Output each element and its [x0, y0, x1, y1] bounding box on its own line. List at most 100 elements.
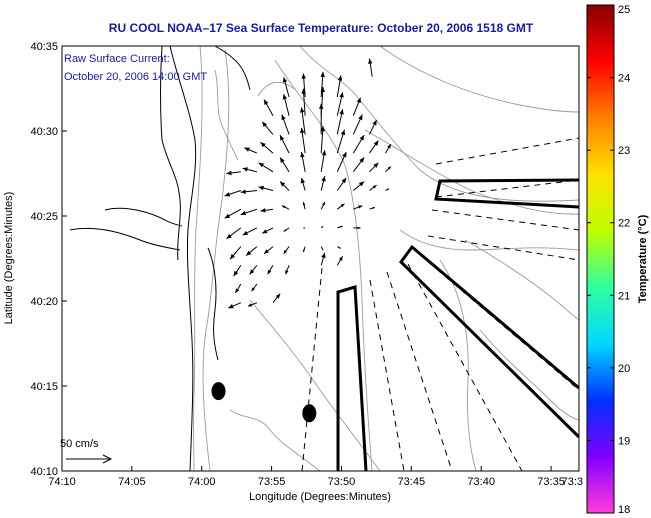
current-vector — [279, 157, 290, 173]
current-vector — [263, 246, 274, 255]
current-vector — [353, 205, 363, 210]
survey-polygons — [336, 178, 579, 471]
current-vector — [353, 226, 361, 230]
colorbar-tick-label: 20 — [618, 363, 630, 375]
current-vector — [352, 114, 363, 135]
current-vector — [300, 177, 306, 191]
current-vector — [281, 205, 290, 210]
current-vector — [302, 246, 306, 253]
x-tick-label: 73:45 — [398, 476, 426, 488]
current-vector — [320, 150, 327, 172]
current-vector — [302, 201, 306, 210]
current-vector — [242, 227, 258, 236]
colorbar-label: Temperature (°C) — [637, 214, 649, 303]
current-vector — [320, 246, 324, 251]
y-tick-label: 40:25 — [30, 211, 58, 223]
current-vector — [240, 208, 258, 216]
chart-title: RU COOL NOAA–17 Sea Surface Temperature:… — [109, 21, 534, 35]
current-vector — [301, 88, 306, 116]
x-axis-label: Longitude (Degrees:Minutes) — [249, 491, 391, 503]
bathymetry-contours — [193, 46, 579, 471]
current-vector — [368, 58, 373, 77]
current-vector — [261, 121, 274, 135]
buoy-marker — [302, 404, 317, 423]
current-vector — [320, 201, 326, 210]
current-vector — [336, 177, 347, 191]
current-vector — [300, 151, 306, 172]
colorbar-tick-label: 22 — [618, 218, 630, 230]
current-vector — [336, 129, 346, 154]
scale-arrow-label: 50 cm/s — [60, 438, 99, 450]
y-tick-label: 40:30 — [30, 126, 58, 138]
current-vector — [279, 181, 290, 191]
current-vector — [258, 185, 274, 191]
colorbar-ticks: 18 19 20 21 22 23 24 25 — [587, 4, 630, 516]
current-vector — [281, 114, 290, 135]
current-vector — [352, 157, 365, 173]
x-tick-label: 74:00 — [188, 476, 216, 488]
current-vector — [336, 75, 343, 98]
current-vector — [320, 225, 324, 229]
x-tick-label: 74:05 — [118, 476, 146, 488]
current-vector — [224, 190, 242, 197]
map-layer — [69, 46, 579, 471]
colorbar-tick-label: 21 — [618, 290, 630, 302]
current-vector — [272, 293, 281, 304]
x-tick-label: 73:50 — [328, 476, 356, 488]
current-vector — [353, 181, 365, 191]
y-tick-label: 40:10 — [30, 466, 58, 478]
current-vector — [337, 246, 342, 249]
x-tick-label: 73:35 — [537, 476, 565, 488]
current-vector — [224, 208, 242, 219]
current-vector — [251, 283, 258, 292]
current-vector — [336, 256, 344, 266]
current-vector — [226, 227, 242, 240]
current-vector — [260, 208, 274, 213]
current-vector — [260, 141, 274, 154]
current-vector — [245, 246, 258, 256]
x-tick-label: 73:3 — [562, 476, 583, 488]
current-vector — [336, 151, 347, 173]
current-vector — [368, 119, 378, 135]
current-vector — [385, 166, 392, 173]
annotation-line-2: October 20, 2006 14:00 GMT — [64, 71, 207, 83]
colorbar — [586, 4, 615, 514]
current-vector — [369, 162, 379, 173]
current-vector — [228, 302, 242, 309]
y-tick-label: 40:35 — [30, 41, 58, 53]
current-vector — [226, 170, 241, 176]
current-vector — [369, 184, 377, 191]
current-vector — [258, 162, 274, 173]
current-vector — [283, 246, 290, 255]
scale-arrow-icon — [66, 454, 113, 464]
coastline — [69, 46, 251, 471]
x-tick-label: 73:40 — [467, 476, 495, 488]
plot-frame — [61, 45, 580, 472]
current-vector — [385, 188, 390, 191]
current-vector — [300, 127, 306, 154]
current-vector — [279, 134, 290, 154]
current-vector — [385, 143, 392, 154]
current-vector — [284, 265, 290, 275]
current-vector — [261, 227, 274, 234]
colorbar-tick-label: 24 — [618, 73, 630, 85]
x-tick-label: 74:10 — [48, 476, 76, 488]
colorbar-tick-label: 23 — [618, 145, 630, 157]
colorbar-tick-label: 18 — [618, 504, 630, 516]
buoy-markers — [211, 382, 317, 423]
current-vector — [282, 77, 290, 98]
current-vector — [318, 103, 324, 135]
current-vector — [235, 283, 242, 294]
x-tick-label: 73:55 — [258, 476, 286, 488]
current-vector — [336, 203, 345, 210]
buoy-marker — [211, 382, 226, 401]
plot-area — [62, 46, 579, 471]
current-vector — [249, 264, 258, 275]
y-tick-label: 40:20 — [30, 296, 58, 308]
current-vector — [233, 265, 242, 277]
current-vector — [320, 252, 326, 266]
current-vector — [299, 107, 306, 135]
current-vector — [369, 206, 375, 210]
current-vectors — [224, 58, 392, 309]
